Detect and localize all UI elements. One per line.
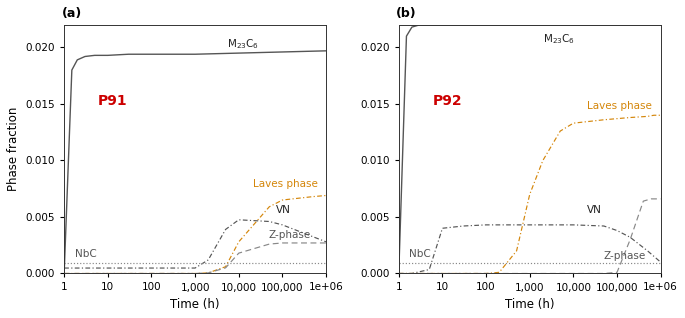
Text: M$_{23}$C$_6$: M$_{23}$C$_6$ [543,32,575,46]
Text: P92: P92 [433,94,462,108]
Text: NbC: NbC [75,249,97,259]
X-axis label: Time (h): Time (h) [171,298,220,311]
Text: Laves phase: Laves phase [587,100,652,111]
Y-axis label: Phase fraction: Phase fraction [7,107,20,191]
Text: Z-phase: Z-phase [603,251,645,261]
Text: VN: VN [276,205,291,215]
Text: M$_{23}$C$_6$: M$_{23}$C$_6$ [227,37,259,51]
Text: VN: VN [587,205,602,215]
Text: (a): (a) [62,7,82,20]
Text: P91: P91 [98,94,128,108]
Text: (b): (b) [396,7,416,20]
Text: NbC: NbC [409,249,431,259]
X-axis label: Time (h): Time (h) [505,298,554,311]
Text: Z-phase: Z-phase [269,230,311,240]
Text: Laves phase: Laves phase [253,179,318,189]
